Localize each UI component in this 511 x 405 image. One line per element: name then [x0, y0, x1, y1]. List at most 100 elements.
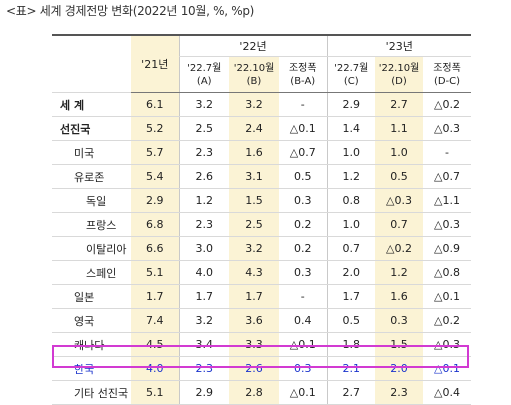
row-value: 1.1	[375, 116, 423, 141]
header-23-diff: 조정폭 (D-C)	[423, 56, 471, 93]
row-value: △0.3	[375, 188, 423, 213]
row-value: 1.2	[326, 164, 375, 189]
table-caption: <표> 세계 경제전망 변화(2022년 10월, %, %p)	[6, 4, 255, 18]
economic-outlook-table: '21년 '22년 '23년 '22.7월 (A) '22.10월 (B) 조정폭(…	[52, 34, 471, 405]
row-value: △0.9	[423, 236, 471, 261]
row-value: 3.4	[178, 332, 229, 357]
row-value: 1.7	[131, 284, 179, 309]
row-value: 2.0	[326, 260, 375, 285]
row-value: 0.3	[375, 308, 423, 333]
table-row: 세 계 6.1 3.2 3.2-2.9 2.7 △0.2	[52, 92, 471, 117]
row-value: 2.7	[326, 380, 375, 405]
row-value: 5.7	[131, 140, 179, 165]
row-value: △1.1	[423, 188, 471, 213]
table-row: 영국 7.4 3.2 3.6 0.4 0.5 0.3 △0.2	[52, 308, 471, 333]
row-label: 기타 선진국	[52, 380, 131, 405]
row-value: 1.7	[326, 284, 375, 309]
header-23-oct: '22.10월 (D)	[375, 56, 423, 93]
row-value: 6.1	[131, 92, 179, 117]
row-value: 0.3	[279, 260, 327, 285]
row-value: 3.6	[229, 308, 279, 333]
header-22-diff: 조정폭 (B-A)	[279, 56, 327, 93]
row-value: △0.2	[423, 308, 471, 333]
row-value: 2.9	[131, 188, 179, 213]
row-value: 2.7	[375, 92, 423, 117]
row-value: -	[279, 92, 327, 117]
row-value: 7.4	[131, 308, 179, 333]
row-value: 0.5	[279, 164, 327, 189]
table-row: 선진국 5.2 2.5 2.4 △0.1 1.4 1.1 △0.3	[52, 116, 471, 141]
row-value: 2.3	[178, 140, 229, 165]
row-value: 4.5	[131, 332, 179, 357]
row-value: △0.2	[423, 92, 471, 117]
row-label: 미국	[52, 140, 131, 165]
row-value: 2.3	[375, 380, 423, 405]
table-row: 미국 5.7 2.3 1.6 △0.7 1.0 1.0-	[52, 140, 471, 165]
row-value: 2.6	[178, 164, 229, 189]
row-value: 1.8	[326, 332, 375, 357]
row-value: 3.3	[229, 332, 279, 357]
row-value: 0.2	[279, 236, 327, 261]
row-value: 1.2	[178, 188, 229, 213]
row-value: 2.8	[229, 380, 279, 405]
row-label: 유로존	[52, 164, 131, 189]
table-row: 스페인 5.1 4.0 4.3 0.3 2.0 1.2 △0.8	[52, 260, 471, 285]
table-row: 한국 4.0 2.3 2.6 0.3 2.1 2.0 △0.1	[52, 356, 471, 381]
row-value: 1.6	[229, 140, 279, 165]
row-value: -	[423, 140, 471, 165]
row-value: 2.0	[375, 356, 423, 381]
row-value: 1.0	[326, 140, 375, 165]
row-value: △0.1	[279, 380, 327, 405]
row-label: 독일	[52, 188, 131, 213]
header-23-jul: '22.7월 (C)	[326, 56, 375, 93]
row-value: 0.5	[375, 164, 423, 189]
row-value: △0.3	[423, 332, 471, 357]
row-value: 2.9	[178, 380, 229, 405]
row-value: 0.8	[326, 188, 375, 213]
row-value: 3.2	[229, 92, 279, 117]
row-value: 4.3	[229, 260, 279, 285]
table-row: 일본 1.7 1.7 1.7-1.7 1.6 △0.1	[52, 284, 471, 309]
header-2023: '23년	[326, 34, 471, 57]
row-label: 영국	[52, 308, 131, 333]
row-value: △0.7	[279, 140, 327, 165]
row-value: △0.7	[423, 164, 471, 189]
row-value: △0.2	[375, 236, 423, 261]
row-label: 캐나다	[52, 332, 131, 357]
row-value: 1.2	[375, 260, 423, 285]
row-label: 한국	[52, 356, 131, 381]
row-label: 세 계	[52, 92, 131, 117]
row-value: 5.4	[131, 164, 179, 189]
row-value: 5.1	[131, 380, 179, 405]
row-value: 3.2	[178, 308, 229, 333]
row-value: 1.7	[229, 284, 279, 309]
row-label: 프랑스	[52, 212, 131, 237]
row-label: 일본	[52, 284, 131, 309]
row-value: 5.1	[131, 260, 179, 285]
row-value: 0.7	[326, 236, 375, 261]
row-label: 이탈리아	[52, 236, 131, 261]
row-value: 1.5	[375, 332, 423, 357]
row-value: 3.1	[229, 164, 279, 189]
row-value: 4.0	[178, 260, 229, 285]
row-value: 1.5	[229, 188, 279, 213]
row-value: △0.1	[279, 116, 327, 141]
row-value: -	[279, 284, 327, 309]
row-value: 2.9	[326, 92, 375, 117]
row-value: 2.6	[229, 356, 279, 381]
header-22-jul: '22.7월 (A)	[178, 56, 229, 93]
row-value: △0.4	[423, 380, 471, 405]
row-value: △0.1	[423, 356, 471, 381]
table-row: 유로존 5.4 2.6 3.1 0.5 1.2 0.5 △0.7	[52, 164, 471, 189]
row-value: 2.4	[229, 116, 279, 141]
row-value: 3.0	[178, 236, 229, 261]
row-value: 1.6	[375, 284, 423, 309]
row-value: 1.4	[326, 116, 375, 141]
row-value: 0.3	[279, 356, 327, 381]
table-row: 프랑스 6.8 2.3 2.5 0.2 1.0 0.7 △0.3	[52, 212, 471, 237]
row-value: △0.3	[423, 212, 471, 237]
header-22-oct: '22.10월 (B)	[229, 56, 279, 93]
table-row: 이탈리아 6.6 3.0 3.2 0.2 0.7 △0.2 △0.9	[52, 236, 471, 261]
row-value: 2.5	[178, 116, 229, 141]
header-2022: '22년	[178, 34, 327, 57]
